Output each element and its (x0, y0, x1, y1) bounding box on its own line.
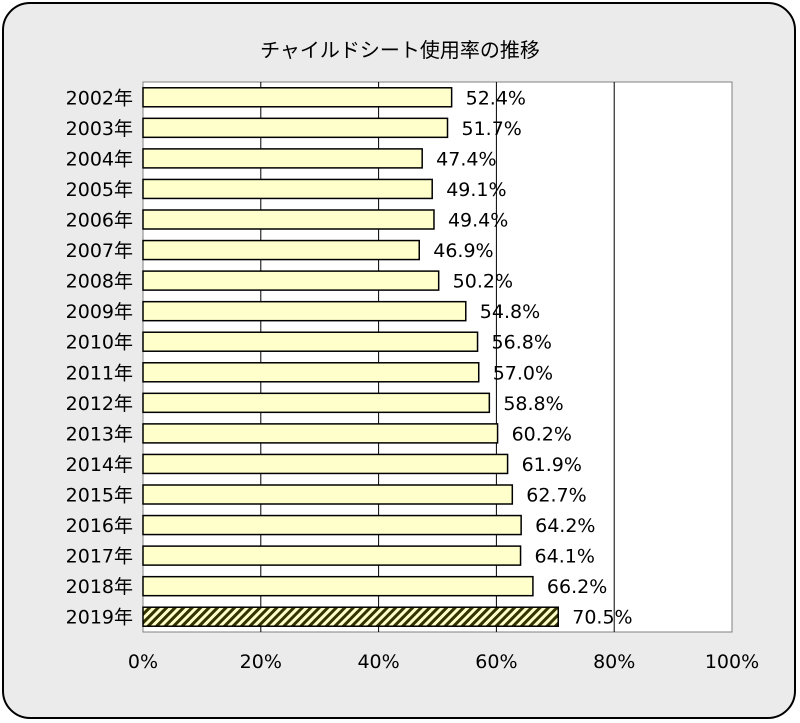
value-label: 56.8% (492, 332, 552, 354)
bar (142, 545, 522, 566)
plot-area: 2002年 52.4% 2003年 51.7% 2004年 47.4% 2005年 49.1%… (66, 81, 759, 673)
bar (142, 209, 435, 230)
category-label: 2004年 (66, 148, 133, 170)
bar (142, 270, 440, 291)
value-label: 54.8% (480, 301, 540, 323)
bar (142, 178, 433, 200)
category-label: 2017年 (66, 546, 133, 568)
value-label: 57.0% (493, 362, 553, 384)
category-label: 2006年 (66, 210, 133, 232)
bar (142, 453, 509, 475)
category-label: 2015年 (66, 485, 133, 507)
category-label: 2007年 (66, 240, 133, 262)
bar (142, 392, 491, 414)
value-label: 47.4% (436, 148, 496, 170)
x-tick-label: 0% (128, 651, 158, 673)
chart-title: チャイルドシート使用率の推移 (260, 38, 540, 62)
category-label: 2002年 (66, 87, 133, 109)
category-label: 2009年 (66, 301, 133, 323)
bar (142, 239, 420, 261)
category-label: 2012年 (66, 393, 133, 415)
bar (142, 300, 467, 322)
bar (142, 484, 514, 505)
value-label: 49.1% (446, 179, 506, 201)
value-label: 51.7% (462, 118, 522, 140)
category-label: 2019年 (66, 607, 133, 629)
bar (142, 362, 480, 383)
value-label: 58.8% (503, 393, 563, 415)
category-label: 2003年 (66, 118, 133, 140)
x-tick-label: 20% (240, 651, 282, 673)
bar (142, 423, 499, 444)
category-label: 2018年 (66, 576, 133, 598)
category-label: 2008年 (66, 271, 133, 293)
category-label: 2016年 (66, 515, 133, 537)
x-tick-label: 60% (475, 651, 517, 673)
category-label: 2013年 (66, 423, 133, 445)
bar (142, 514, 522, 536)
category-label: 2010年 (66, 332, 133, 354)
x-tick-label: 100% (705, 651, 759, 673)
bar (142, 117, 449, 139)
category-label: 2005年 (66, 179, 133, 201)
x-tick-label: 80% (593, 651, 635, 673)
category-label: 2014年 (66, 454, 133, 476)
value-label: 50.2% (453, 271, 513, 293)
value-label: 60.2% (512, 423, 572, 445)
value-label: 52.4% (466, 87, 526, 109)
category-label: 2011年 (66, 362, 133, 384)
value-label: 46.9% (433, 240, 493, 262)
value-label: 61.9% (522, 454, 582, 476)
plot-background (142, 81, 733, 633)
value-label: 66.2% (547, 576, 607, 598)
bar (142, 331, 479, 352)
bar (142, 87, 453, 108)
value-label: 64.2% (535, 515, 595, 537)
value-label: 62.7% (526, 485, 586, 507)
value-label: 70.5% (572, 607, 632, 629)
bar (142, 575, 534, 597)
value-label: 49.4% (448, 210, 508, 232)
bar (142, 606, 559, 627)
x-tick-label: 40% (357, 651, 399, 673)
value-label: 64.1% (535, 546, 595, 568)
bar (142, 148, 423, 169)
